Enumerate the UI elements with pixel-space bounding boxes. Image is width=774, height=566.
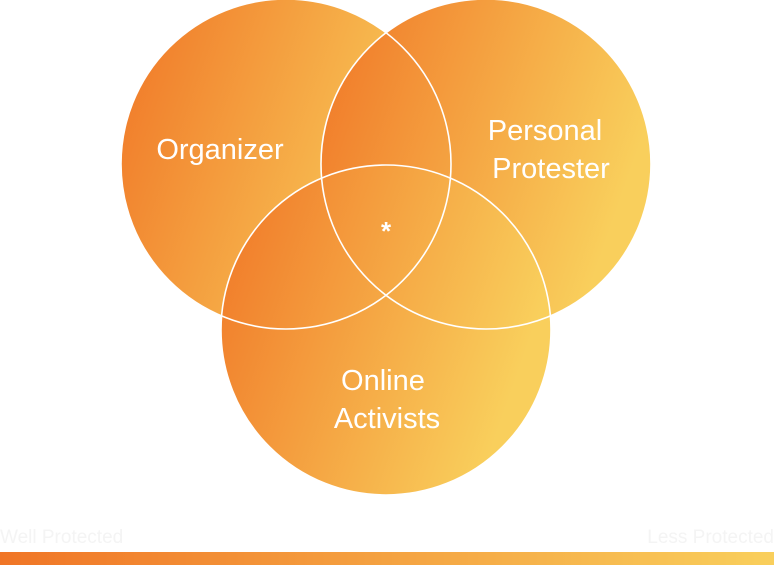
online-activists-label-line-1: Online: [341, 365, 425, 397]
scale-left-label: Well Protected: [0, 527, 124, 548]
organizer-label: Organizer: [156, 134, 284, 166]
online-activists-label: Online Activists: [334, 365, 440, 435]
organizer-circle-outline: [120, 0, 452, 330]
center-intersection-mark: *: [381, 216, 392, 246]
personal-protester-label: Personal Protester: [488, 115, 611, 185]
personal-protester-label-line-2: Protester: [492, 153, 610, 185]
online-activists-circle: [221, 165, 551, 495]
protection-scale-bar: [0, 552, 774, 565]
personal-protester-circle-outline: [320, 0, 652, 330]
organizer-label-line-1: Organizer: [156, 134, 284, 166]
scale-right-label: Less Protected: [647, 527, 774, 548]
scale-bar-fill: [0, 552, 774, 565]
personal-protester-label-line-1: Personal: [488, 115, 602, 147]
online-activists-label-line-2: Activists: [334, 403, 440, 435]
online-activists-circle-outline: [220, 164, 552, 496]
